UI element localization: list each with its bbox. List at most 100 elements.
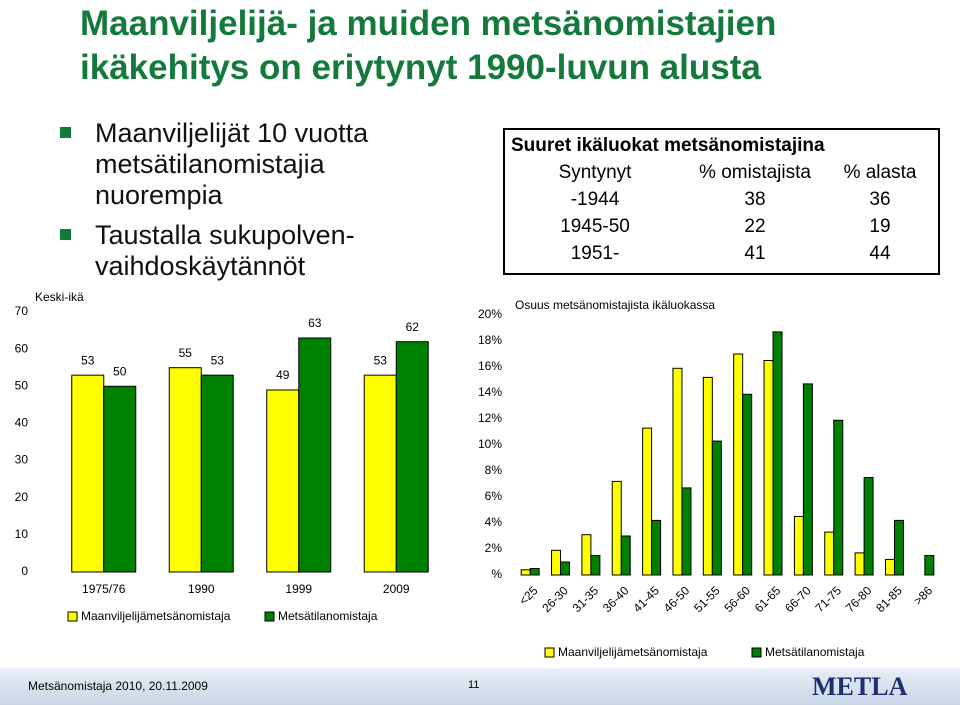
bar <box>702 376 713 576</box>
y-axis-label: Keski-ikä <box>35 290 84 304</box>
bar <box>200 374 234 573</box>
bullet-line: Taustalla sukupolven- <box>95 220 355 250</box>
chart-title: Osuus metsänomistajista ikäluokassa <box>515 298 715 312</box>
cell: 1951- <box>570 242 620 264</box>
bar <box>168 367 202 573</box>
x-tick-label: 2009 <box>383 582 410 596</box>
x-tick-label: 81-85 <box>873 583 905 615</box>
cell: 36 <box>869 188 891 210</box>
bar <box>551 549 562 576</box>
cell: 44 <box>869 242 891 264</box>
bar <box>772 331 783 576</box>
bullet: Maanviljelijät 10 vuotta metsätilanomist… <box>95 118 368 211</box>
y-tick-label: 70 <box>15 304 29 318</box>
bar <box>298 337 332 573</box>
x-tick-label: 36-40 <box>600 583 632 615</box>
y-tick-label: 20 <box>15 490 29 504</box>
y-tick-label: % <box>491 567 502 581</box>
table-row: 1951- 41 44 <box>505 240 938 267</box>
x-tick-label: >86 <box>911 583 936 608</box>
bullet-line: vaihdoskäytännöt <box>95 251 306 281</box>
y-tick-label: 40 <box>15 416 29 430</box>
y-tick-label: 2% <box>485 541 503 555</box>
table-title: Suuret ikäluokat metsänomistajina <box>511 135 825 156</box>
bar <box>924 555 935 576</box>
x-tick-label: 1975/76 <box>82 582 126 596</box>
y-tick-label: 50 <box>15 378 29 392</box>
bullet-line: metsätilanomistajia <box>95 149 325 179</box>
table: Suuret ikäluokat metsänomistajina Syntyn… <box>503 128 940 275</box>
bar <box>711 440 722 576</box>
cell: 38 <box>744 188 766 210</box>
cell: 19 <box>869 215 891 237</box>
value-label: 53 <box>81 353 95 367</box>
x-tick-label: 26-30 <box>539 583 571 615</box>
legend-swatch <box>544 647 555 658</box>
y-tick-label: 8% <box>485 463 503 477</box>
x-tick-label: 41-45 <box>630 583 662 615</box>
bar <box>71 374 105 573</box>
bar <box>824 531 835 576</box>
x-tick-label: 51-55 <box>691 583 723 615</box>
bar <box>581 534 592 576</box>
bar <box>672 367 683 576</box>
y-tick-label: 10% <box>478 437 502 451</box>
table-row: 1945-50 22 19 <box>505 213 938 240</box>
bullet-marker <box>60 127 71 138</box>
value-label: 63 <box>308 316 322 330</box>
cell: 22 <box>744 215 766 237</box>
y-tick-label: 12% <box>478 411 502 425</box>
bar <box>893 519 904 576</box>
logo: METLA <box>812 672 908 701</box>
bar <box>833 419 844 576</box>
cell: 1945-50 <box>560 215 630 237</box>
y-tick-label: 18% <box>478 333 502 347</box>
x-tick-label: 61-65 <box>752 583 784 615</box>
column-header: % omistajista <box>699 161 811 183</box>
bar <box>529 568 540 576</box>
footer: Metsänomistaja 2010, 20.11.2009 11 METLA <box>0 668 960 705</box>
legend-label: Maanviljelijämetsänomistaja <box>81 609 231 623</box>
cell: -1944 <box>570 188 620 210</box>
bar <box>520 569 531 576</box>
bar <box>802 383 813 576</box>
bar <box>763 360 774 576</box>
y-tick-label: 30 <box>15 453 29 467</box>
title-line: Maanviljelijä- ja muiden metsänomistajie… <box>80 4 777 43</box>
x-tick-label: 31-35 <box>570 583 602 615</box>
x-tick-label: 1999 <box>285 582 312 596</box>
slide-title: Maanviljelijä- ja muiden metsänomistajie… <box>80 2 776 90</box>
y-tick-label: 16% <box>478 359 502 373</box>
x-tick-label: <25 <box>516 583 541 608</box>
bullet: Taustalla sukupolven- vaihdoskäytännöt <box>95 220 355 282</box>
bar <box>395 341 429 573</box>
value-label: 49 <box>276 368 290 382</box>
x-tick-label: 1990 <box>188 582 215 596</box>
table-row: -1944 38 36 <box>505 186 938 213</box>
legend-label: Metsätilanomistaja <box>278 609 378 623</box>
bar <box>863 477 874 576</box>
bar <box>103 385 137 573</box>
bar <box>854 552 865 576</box>
footer-text: Metsänomistaja 2010, 20.11.2009 <box>28 679 208 693</box>
x-tick-label: 71-75 <box>813 583 845 615</box>
bar <box>363 374 397 573</box>
legend-swatch <box>751 647 762 658</box>
value-label: 53 <box>211 353 225 367</box>
legend-label: Maanviljelijämetsänomistaja <box>558 645 708 659</box>
value-label: 50 <box>113 364 127 378</box>
page-number: 11 <box>468 679 480 691</box>
y-tick-label: 0 <box>21 564 28 578</box>
value-label: 62 <box>406 320 420 334</box>
bullet-line: nuorempia <box>95 180 223 210</box>
legend-swatch <box>264 611 275 622</box>
bar <box>642 427 653 576</box>
y-tick-label: 10 <box>15 527 29 541</box>
bar <box>884 558 895 576</box>
bullet-marker <box>60 229 71 240</box>
y-tick-label: 20% <box>478 307 502 321</box>
bar <box>266 389 300 573</box>
value-label: 53 <box>374 353 388 367</box>
bar <box>681 487 692 576</box>
